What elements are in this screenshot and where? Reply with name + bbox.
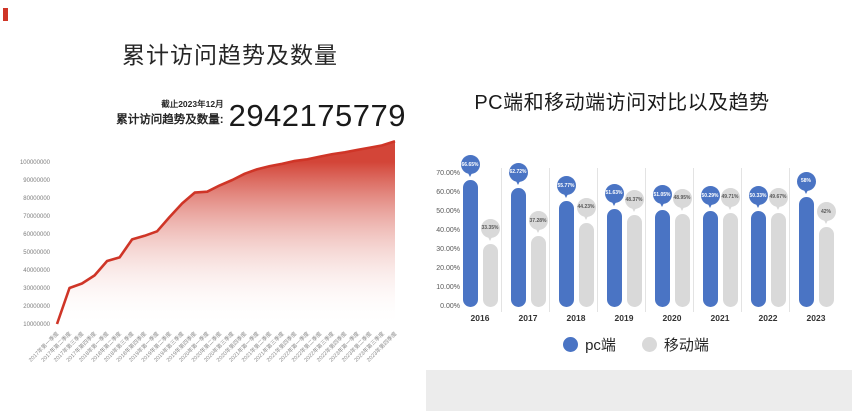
area-fill	[57, 141, 395, 326]
left-chart-title: 累计访问趋势及数量	[122, 42, 338, 68]
y-tick-label: 100000000	[20, 160, 51, 166]
y-axis-label: 30.00%	[436, 246, 460, 253]
right-chart-title: PC端和移动端访问对比以及趋势	[474, 92, 770, 114]
cumulative-visits-panel: 累计访问趋势及数量 截止2023年12月 累计访问趋势及数量: 29421757…	[3, 8, 406, 364]
pc-value-balloon: 51.63%	[604, 183, 624, 206]
pc-value-balloon: 66.65%	[460, 155, 480, 178]
pc-value-balloon: 62.72%	[508, 162, 528, 185]
kpi-block: 截止2023年12月 累计访问趋势及数量: 2942175779	[10, 97, 406, 133]
y-tick-label: 80000000	[23, 196, 50, 202]
kpi-value: 2942175779	[228, 97, 406, 133]
bar-pc	[462, 180, 478, 307]
mobile-value-balloon: 37.28%	[528, 211, 548, 234]
group-divider	[741, 168, 742, 312]
mobile-legend-label: 移动端	[663, 337, 709, 354]
kpi-label: 累计访问趋势及数量:	[116, 114, 224, 126]
y-axis-label: 50.00%	[436, 208, 460, 215]
bar-pc	[702, 211, 718, 307]
pc-mobile-panel: PC端和移动端访问对比以及趋势 70.00% 60.00% 50.00% 40.00%…	[426, 0, 852, 411]
group-divider	[501, 168, 502, 312]
x-axis-year-label: 2019	[614, 313, 634, 323]
group-divider	[693, 168, 694, 312]
x-axis-year-label: 2023	[806, 313, 826, 323]
mobile-value-balloon: 48.95%	[672, 188, 692, 211]
pc-value-balloon: 58%	[796, 171, 816, 194]
y-tick-label: 90000000	[23, 178, 50, 184]
y-axis-label: 10.00%	[436, 284, 460, 291]
x-axis-year-label: 2022	[758, 313, 778, 323]
bar-pc	[510, 187, 526, 307]
y-axis-label: 60.00%	[436, 189, 460, 196]
y-tick-label: 20000000	[23, 304, 50, 310]
bar-mobile	[578, 222, 594, 307]
y-tick-label: 70000000	[23, 214, 50, 220]
area-line	[55, 140, 396, 325]
pc-mobile-lollipop-chart: 70.00% 60.00% 50.00% 40.00% 30.00% 20.00% 10.0…	[426, 0, 852, 411]
bar-mobile	[818, 227, 834, 307]
bar-mobile	[482, 243, 498, 307]
bar-pc	[558, 201, 574, 307]
bar-mobile	[770, 212, 786, 307]
mobile-value-balloon: 44.23%	[576, 197, 596, 220]
y-tick-label: 40000000	[23, 268, 50, 274]
y-tick-label: 30000000	[23, 286, 50, 292]
y-tick-label: 60000000	[23, 232, 50, 238]
bar-mobile	[674, 213, 690, 307]
x-axis-year-label: 2021	[710, 313, 730, 323]
cumulative-area-chart: 100000000 90000000 80000000 70000000 6000000…	[20, 140, 399, 364]
bar-pc	[606, 208, 622, 307]
pc-value-balloon: 50.33%	[748, 186, 768, 209]
bar-mobile	[722, 212, 738, 307]
pc-value-balloon: 55.77%	[556, 176, 576, 199]
y-axis-label: 0.00%	[440, 303, 460, 310]
mobile-value-balloon: 49.67%	[768, 187, 788, 210]
mobile-value-balloon: 48.37%	[624, 190, 644, 213]
mobile-legend-marker-icon	[641, 337, 657, 352]
bar-pc	[798, 196, 814, 307]
y-axis-label: 40.00%	[436, 227, 460, 234]
bar-mobile	[626, 215, 642, 307]
y-tick-label: 10000000	[23, 322, 50, 328]
legend-item-mobile: 移动端	[641, 334, 709, 355]
bar-pc	[654, 210, 670, 307]
mobile-value-balloon: 49.71%	[720, 187, 740, 210]
mobile-value-balloon: 42%	[816, 202, 836, 225]
bar-pc	[750, 211, 766, 307]
group-divider	[789, 168, 790, 312]
red-corner-accent	[3, 8, 8, 21]
group-divider	[597, 168, 598, 312]
y-axis-label: 70.00%	[436, 170, 460, 177]
pc-value-balloon: 50.29%	[700, 186, 720, 209]
group-divider	[645, 168, 646, 312]
x-axis-year-label: 2018	[566, 313, 586, 323]
x-axis-year-label: 2020	[662, 313, 682, 323]
bar-mobile	[530, 236, 546, 307]
group-divider	[549, 168, 550, 312]
chart-legend: pc端 移动端	[426, 334, 846, 355]
legend-item-pc: pc端	[563, 334, 616, 355]
pc-value-balloon: 51.05%	[652, 185, 672, 207]
pc-legend-marker-icon	[563, 337, 579, 352]
footer-band	[426, 370, 852, 411]
mobile-value-balloon: 33.35%	[480, 218, 500, 241]
pc-legend-label: pc端	[585, 337, 616, 354]
y-tick-label: 50000000	[23, 250, 50, 256]
kpi-date: 截止2023年12月	[161, 99, 224, 109]
x-axis-year-label: 2017	[518, 313, 538, 323]
y-axis-label: 20.00%	[436, 265, 460, 272]
kpi-caption: 截止2023年12月 累计访问趋势及数量:	[116, 98, 223, 130]
x-axis-year-label: 2016	[470, 313, 490, 323]
